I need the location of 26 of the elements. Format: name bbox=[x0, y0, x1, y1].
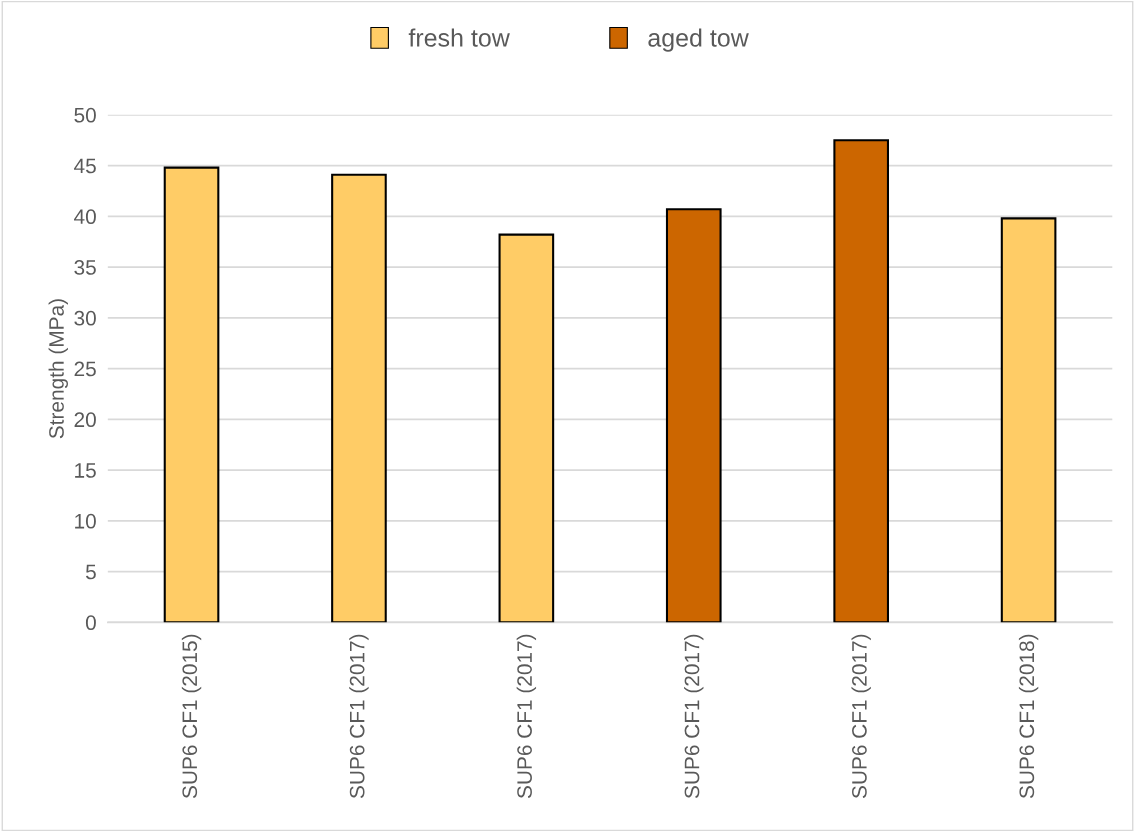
bar bbox=[1000, 217, 1057, 623]
y-tick-label: 25 bbox=[74, 361, 96, 377]
bar bbox=[665, 208, 722, 623]
bar bbox=[833, 139, 890, 623]
y-axis-title: Strength (MPa) bbox=[48, 299, 68, 439]
x-tick-label: SUP6 CF1 (2018) bbox=[1018, 634, 1039, 799]
x-tick-label: SUP6 CF1 (2017) bbox=[684, 634, 704, 799]
x-tick-label: SUP6 CF1 (2015) bbox=[181, 634, 202, 799]
x-tick-label: SUP6 CF1 (2017) bbox=[349, 634, 369, 799]
bar bbox=[498, 233, 555, 623]
y-tick-label: 50 bbox=[74, 107, 96, 123]
legend-label: aged tow bbox=[648, 28, 749, 52]
y-tick-label: 10 bbox=[75, 513, 96, 529]
y-tick-label: 30 bbox=[74, 310, 96, 326]
x-tick-label: SUP6 CF1 (2017) bbox=[851, 634, 871, 799]
x-tick-label: SUP6 CF1 (2017) bbox=[516, 634, 537, 799]
y-tick-label: 40 bbox=[74, 209, 96, 225]
bar bbox=[331, 173, 387, 623]
y-tick-label: 15 bbox=[75, 463, 96, 478]
y-tick-label: 0 bbox=[85, 615, 96, 631]
legend-label: fresh tow bbox=[408, 28, 510, 47]
y-tick-label: 5 bbox=[85, 564, 96, 580]
y-tick-label: 35 bbox=[74, 260, 96, 275]
bar bbox=[163, 166, 220, 623]
y-tick-label: 20 bbox=[74, 412, 96, 428]
y-tick-label: 45 bbox=[74, 158, 96, 174]
